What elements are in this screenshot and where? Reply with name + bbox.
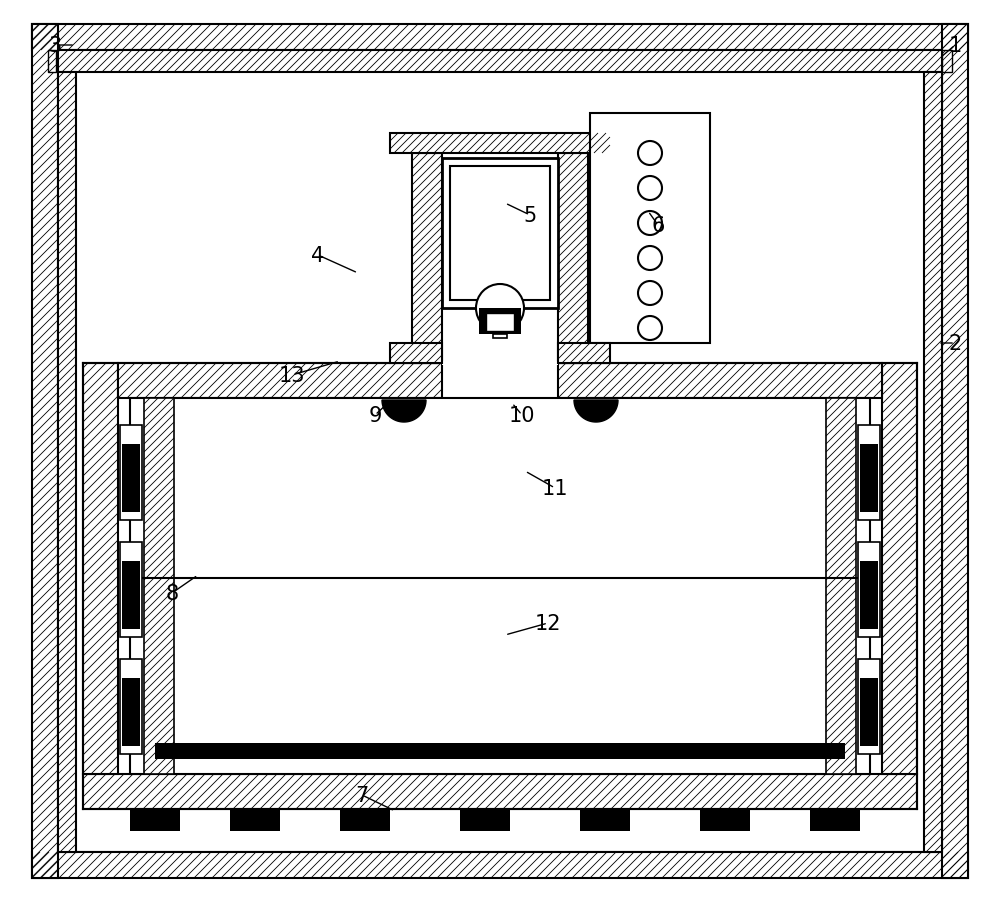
Bar	[858, 659, 880, 754]
Text: 4: 4	[311, 246, 325, 265]
Bar	[122, 444, 140, 512]
Bar	[155, 743, 845, 759]
Text: 8: 8	[165, 583, 179, 603]
Bar	[590, 114, 710, 344]
Bar	[412, 154, 442, 364]
Bar	[442, 159, 558, 309]
Bar	[58, 73, 76, 852]
Text: 1: 1	[948, 36, 962, 56]
Bar	[32, 852, 968, 878]
Bar	[942, 25, 968, 878]
Bar	[122, 678, 140, 746]
Bar	[32, 25, 968, 51]
Bar	[493, 335, 507, 339]
Polygon shape	[382, 401, 426, 423]
Bar	[860, 444, 878, 512]
Bar	[48, 51, 56, 73]
Bar	[860, 678, 878, 746]
Bar	[390, 344, 442, 364]
Bar	[858, 425, 880, 520]
Bar	[860, 562, 878, 629]
Bar	[122, 562, 140, 629]
Bar	[486, 313, 514, 331]
Text: 13: 13	[279, 366, 305, 386]
Bar	[580, 809, 630, 831]
Circle shape	[476, 284, 524, 332]
Bar	[460, 809, 510, 831]
Text: 11: 11	[542, 479, 568, 498]
Bar	[130, 809, 180, 831]
Bar	[120, 659, 142, 754]
Bar	[860, 678, 878, 746]
Bar	[558, 344, 610, 364]
Bar	[558, 364, 882, 398]
Bar	[442, 361, 558, 366]
Bar	[810, 809, 860, 831]
Polygon shape	[574, 401, 618, 423]
Bar	[858, 543, 880, 638]
Text: 9: 9	[368, 405, 382, 425]
Bar	[390, 134, 610, 154]
Bar	[558, 154, 588, 364]
Bar	[450, 167, 550, 301]
Text: 7: 7	[355, 785, 369, 805]
Bar	[122, 678, 140, 746]
Text: 5: 5	[523, 206, 537, 226]
Bar	[118, 398, 882, 774]
Bar	[122, 444, 140, 512]
Bar	[942, 51, 952, 73]
Bar	[118, 364, 442, 398]
Bar	[58, 51, 942, 852]
Bar	[58, 51, 942, 73]
Bar	[32, 25, 58, 878]
Bar	[700, 809, 750, 831]
Text: 10: 10	[509, 405, 535, 425]
Bar	[860, 562, 878, 629]
Bar	[120, 425, 142, 520]
Bar	[882, 364, 917, 774]
Bar	[130, 398, 870, 774]
Bar	[144, 398, 174, 774]
Bar	[340, 809, 390, 831]
Bar	[120, 543, 142, 638]
Bar	[924, 73, 942, 852]
Text: 2: 2	[948, 333, 962, 354]
Bar	[230, 809, 280, 831]
Bar	[860, 444, 878, 512]
Text: 6: 6	[651, 216, 665, 236]
Bar	[83, 364, 118, 774]
Text: 3: 3	[48, 36, 62, 56]
Bar	[826, 398, 856, 774]
Bar	[479, 309, 521, 335]
Text: 12: 12	[535, 613, 561, 633]
Bar	[122, 562, 140, 629]
Bar	[83, 774, 917, 809]
